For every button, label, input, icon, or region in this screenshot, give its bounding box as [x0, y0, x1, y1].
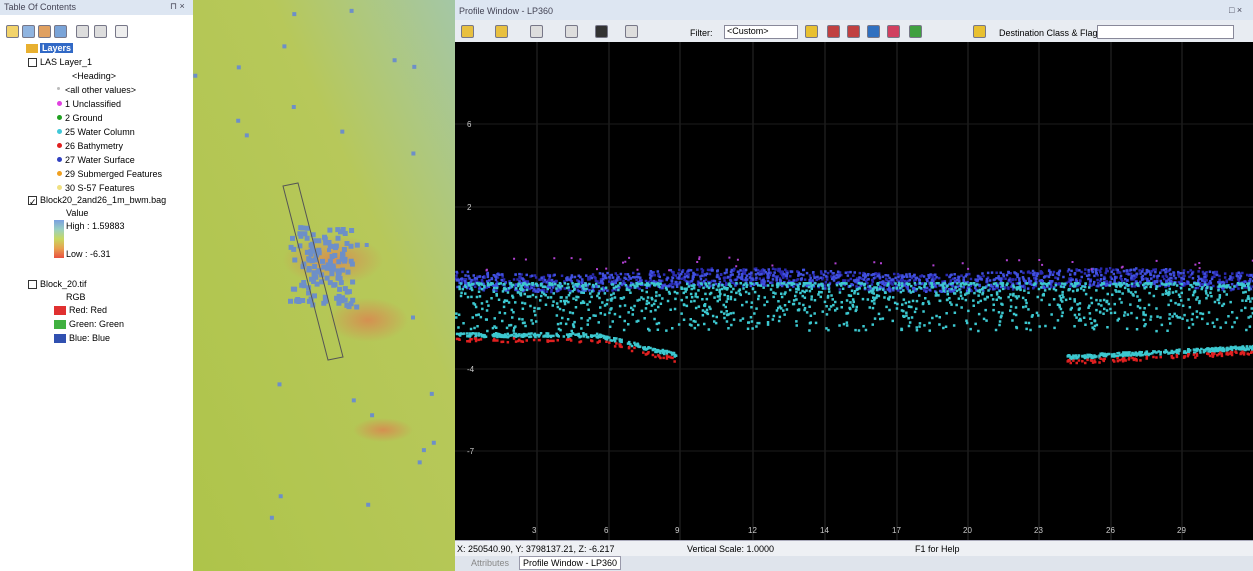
- raster-high: High : 1.59883: [66, 221, 125, 231]
- band-label: Green: Green: [69, 319, 125, 329]
- checkbox[interactable]: [28, 58, 37, 67]
- cell: [193, 8, 436, 520]
- toc-titlebar: [0, 0, 193, 15]
- class-symbol: [57, 101, 62, 106]
- raster-low: Low : -6.31: [66, 249, 111, 259]
- lidar-points: [455, 337, 1253, 365]
- class-label: 27 Water Surface: [65, 155, 135, 165]
- class-symbol: [57, 143, 62, 148]
- filter-select[interactable]: <Custom>: [724, 25, 798, 39]
- image-layer-name[interactable]: Block_20.tif: [40, 279, 87, 289]
- survey-cells: [193, 8, 436, 520]
- toc-title: Table Of Contents: [4, 2, 77, 12]
- toc-panel: Table Of Contents ⊓ × Layers LAS Layer_1…: [0, 0, 194, 571]
- band-swatch: [54, 320, 66, 329]
- class-symbol: [57, 171, 62, 176]
- x-axis-label: 12: [748, 526, 757, 535]
- las-heading: <Heading>: [72, 71, 117, 81]
- status-scale: Vertical Scale: 1.0000: [687, 544, 775, 554]
- class-label: 25 Water Column: [65, 127, 135, 137]
- x-axis-label: 26: [1106, 526, 1115, 535]
- filter-label: Filter:: [690, 28, 713, 38]
- profile-toolbar: Filter: <Custom> Destination Class & Fla…: [455, 20, 1253, 42]
- band-label: Red: Red: [69, 305, 108, 315]
- y-axis-label: 6: [467, 120, 472, 129]
- x-axis-label: 14: [820, 526, 829, 535]
- class-symbol: [57, 157, 62, 162]
- class-symbol: [57, 185, 62, 190]
- x-axis-label: 9: [675, 526, 680, 535]
- status-help: F1 for Help: [915, 544, 960, 554]
- destination-select[interactable]: [1097, 25, 1234, 39]
- class-label: 26 Bathymetry: [65, 141, 124, 151]
- class-label: 30 S-57 Features: [65, 183, 135, 193]
- profile-titlebar: [455, 0, 1253, 20]
- profile-plot[interactable]: 6 2 -4 -7 3 6 9 12 14 17 20 23 26 29: [455, 42, 1253, 540]
- layers-folder: [26, 44, 38, 53]
- image-field: RGB: [66, 292, 86, 302]
- status-coords: X: 250540.90, Y: 3798137.21, Z: -6.217: [457, 544, 615, 554]
- profile-close[interactable]: □ ×: [1229, 5, 1243, 15]
- toc-close[interactable]: ⊓ ×: [170, 1, 185, 11]
- class-label: <all other values>: [65, 85, 137, 95]
- las-layer-name[interactable]: LAS Layer_1: [40, 57, 93, 67]
- x-axis-label: 20: [963, 526, 972, 535]
- layers-root[interactable]: Layers: [40, 43, 74, 53]
- raster-field: Value: [66, 208, 89, 218]
- x-axis-label: 23: [1034, 526, 1043, 535]
- class-symbol: [57, 129, 62, 134]
- map-view[interactable]: [193, 0, 455, 571]
- x-axis-label: 29: [1177, 526, 1186, 535]
- destination-label: Destination Class & Flags:: [999, 28, 1105, 38]
- x-axis-label: 6: [604, 526, 609, 535]
- depth-patch: [353, 418, 413, 442]
- x-axis-label: 17: [892, 526, 901, 535]
- y-axis-label: -4: [467, 365, 475, 374]
- band-swatch: [54, 306, 66, 315]
- class-symbol: [57, 115, 62, 120]
- class-label: 1 Unclassified: [65, 99, 122, 109]
- tab[interactable]: Attributes: [471, 558, 510, 568]
- toc-toolbar: [0, 22, 193, 40]
- tab[interactable]: Profile Window - LP360: [519, 556, 622, 570]
- checkbox[interactable]: [28, 280, 37, 289]
- status-bar: X: 250540.90, Y: 3798137.21, Z: -6.217 V…: [455, 540, 1253, 557]
- class-label: 2 Ground: [65, 113, 103, 123]
- x-axis-label: 3: [532, 526, 537, 535]
- band-swatch: [54, 334, 66, 343]
- profile-window: Profile Window - LP360 □ × Filter: <Cust…: [455, 0, 1253, 571]
- class-symbol: [57, 87, 60, 90]
- profile-box[interactable]: [282, 182, 344, 361]
- y-axis-label: -7: [467, 447, 475, 456]
- lidar-points: [455, 267, 1253, 294]
- color-ramp: [54, 220, 64, 258]
- band-label: Blue: Blue: [69, 333, 111, 343]
- lidar-points: [455, 282, 1253, 361]
- class-label: 29 Submerged Features: [65, 169, 163, 179]
- tab-bar: Attributes Profile Window - LP360: [455, 556, 1253, 571]
- raster-layer-name[interactable]: Block20_2and26_1m_bwm.bag: [40, 195, 167, 205]
- checkbox[interactable]: ✓: [28, 196, 37, 207]
- profile-title: Profile Window - LP360: [459, 6, 554, 16]
- y-axis-label: 2: [467, 203, 472, 212]
